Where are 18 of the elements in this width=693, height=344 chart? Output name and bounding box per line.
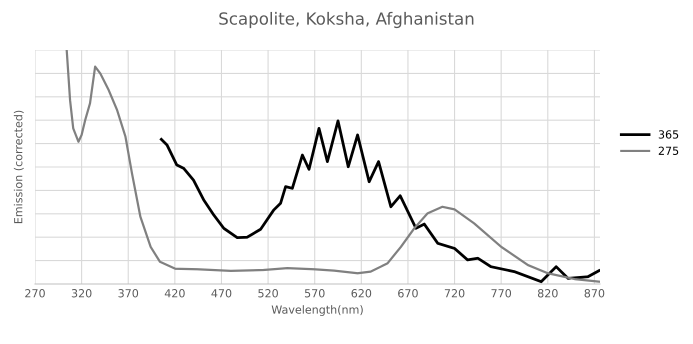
x-tick-label: 470 [211, 289, 232, 298]
x-tick-label: 670 [398, 289, 418, 298]
x-tick-label: 420 [164, 289, 185, 298]
legend-label: 365 [658, 130, 678, 139]
x-tick-label: 520 [258, 289, 278, 298]
x-tick-label: 270 [25, 289, 45, 298]
x-tick-label: 820 [538, 289, 558, 298]
x-tick-label: 870 [584, 289, 604, 298]
x-tick-label: 320 [72, 289, 92, 298]
x-tick-label: 770 [491, 289, 512, 298]
x-tick-label: 370 [118, 289, 138, 298]
x-tick-label: 720 [444, 289, 464, 298]
x-tick-label: 570 [304, 289, 325, 298]
x-axis-title: Wavelength(nm) [272, 305, 363, 316]
y-axis-title: Emission (corrected) [14, 110, 24, 224]
legend-label: 275 [658, 146, 678, 155]
x-tick-label: 620 [351, 289, 372, 298]
chart-title: Scapolite, Koksha, Afghanistan [219, 12, 474, 28]
